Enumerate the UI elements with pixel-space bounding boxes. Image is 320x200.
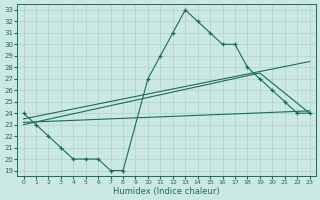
X-axis label: Humidex (Indice chaleur): Humidex (Indice chaleur) <box>113 187 220 196</box>
